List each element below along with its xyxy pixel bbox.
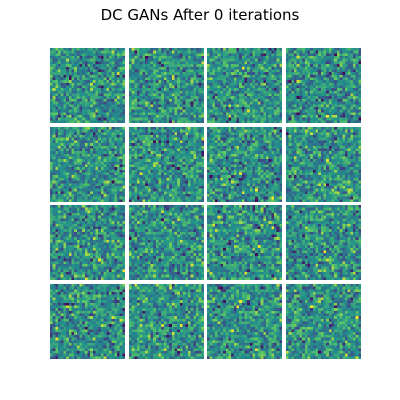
sample-r2-c1	[50, 127, 125, 202]
sample-r3-c4	[286, 205, 361, 280]
sample-r1-c2	[129, 48, 204, 123]
sample-r3-c2	[129, 205, 204, 280]
sample-r1-c4	[286, 48, 361, 123]
sample-r1-c1	[50, 48, 125, 123]
sample-r4-c1	[50, 284, 125, 359]
sample-r4-c4	[286, 284, 361, 359]
sample-r2-c2	[129, 127, 204, 202]
figure-title: DC GANs After 0 iterations	[100, 6, 300, 24]
sample-r1-c3	[207, 48, 282, 123]
sample-r4-c2	[129, 284, 204, 359]
sample-r2-c4	[286, 127, 361, 202]
sample-r2-c3	[207, 127, 282, 202]
sample-r3-c3	[207, 205, 282, 280]
sample-r4-c3	[207, 284, 282, 359]
sample-r3-c1	[50, 205, 125, 280]
